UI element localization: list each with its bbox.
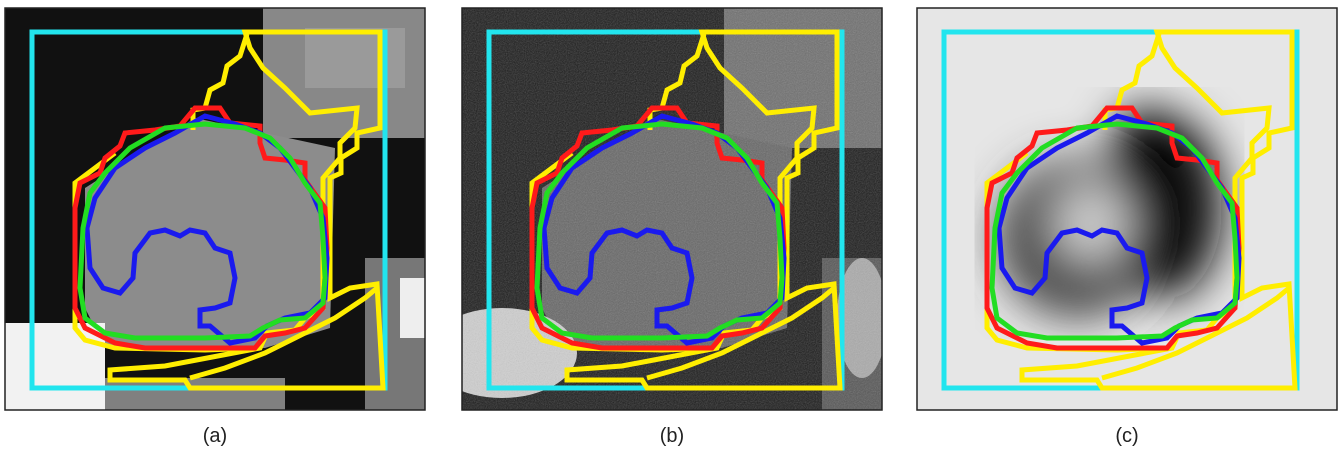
caption: (b) [660,425,684,447]
panel-c [916,7,1338,411]
caption: (c) [1115,425,1138,447]
caption: (a) [203,425,227,447]
panel-b [461,7,883,411]
panel-a [4,7,426,411]
